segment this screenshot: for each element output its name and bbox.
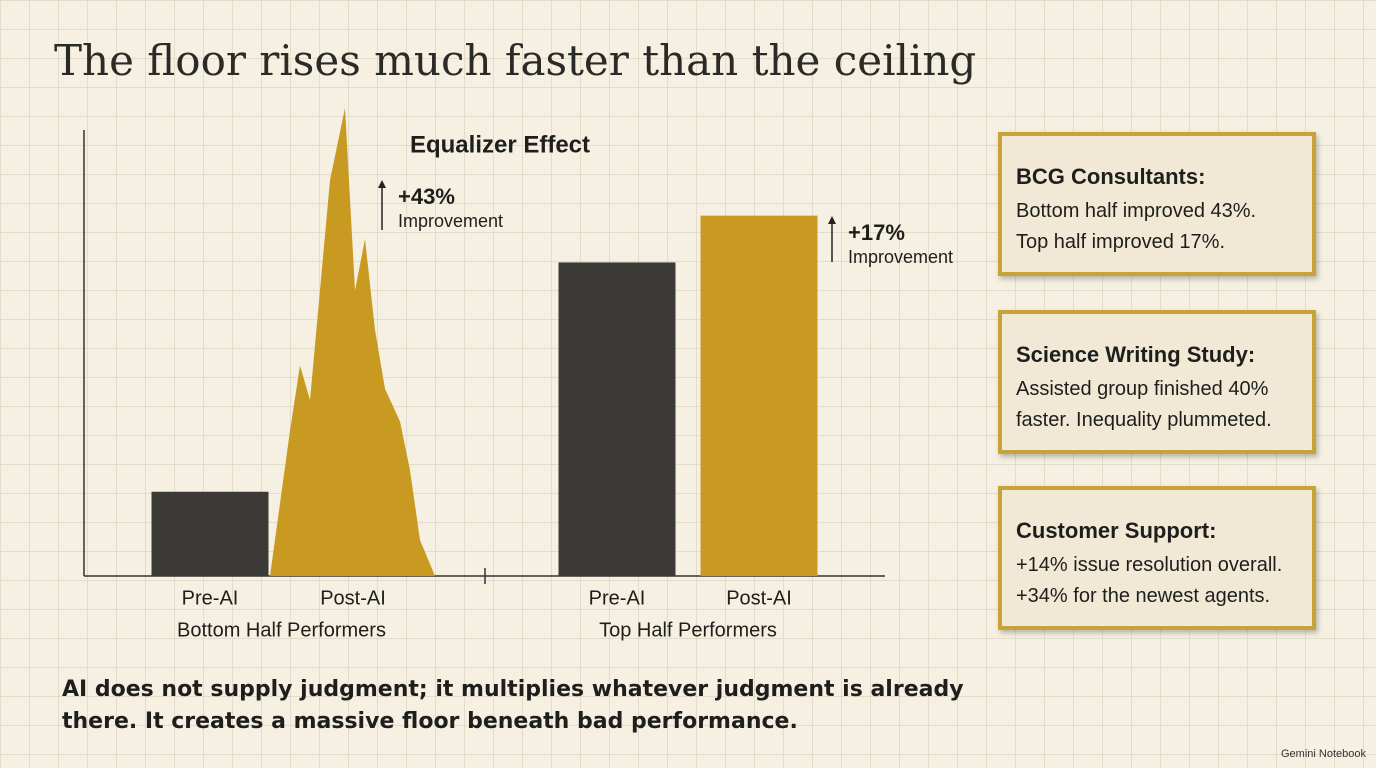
annotation-label: Improvement	[848, 247, 953, 267]
x-tick-label: Post-AI	[320, 587, 386, 609]
annotation-value: +17%	[848, 220, 905, 245]
card-text: +34% for the newest agents.	[1016, 585, 1271, 607]
annotation-label: Improvement	[398, 211, 503, 231]
card-text: Top half improved 17%.	[1016, 231, 1226, 253]
group-label: Top Half Performers	[599, 619, 777, 641]
takeaway-line: there. It creates a massive floor beneat…	[62, 709, 798, 734]
annotation-arrowhead	[828, 216, 836, 224]
group-label: Bottom Half Performers	[177, 619, 386, 641]
annotation-value: +43%	[398, 184, 455, 209]
x-tick-label: Post-AI	[726, 587, 792, 609]
bar	[270, 108, 435, 576]
card-text: Assisted group finished 40%	[1016, 378, 1269, 400]
info-card: Science Writing Study: Assisted group fin…	[998, 310, 1316, 454]
bar	[700, 215, 818, 576]
x-tick-label: Pre-AI	[182, 587, 239, 609]
bar	[558, 262, 676, 576]
card-title: Customer Support:	[1016, 518, 1217, 543]
brand: Gemini Notebook	[1281, 748, 1366, 760]
card-text: +14% issue resolution overall.	[1016, 554, 1283, 576]
chart-title: Equalizer Effect	[410, 131, 590, 158]
card-text: faster. Inequality plummeted.	[1016, 409, 1272, 431]
annotation-arrowhead	[378, 180, 386, 188]
info-card: BCG Consultants: Bottom half improved 43%…	[998, 132, 1316, 276]
takeaway-line: AI does not supply judgment; it multipli…	[62, 677, 964, 702]
card-title: BCG Consultants:	[1016, 164, 1206, 189]
card-title: Science Writing Study:	[1016, 342, 1256, 367]
card-text: Bottom half improved 43%.	[1016, 200, 1257, 222]
x-tick-label: Pre-AI	[589, 587, 646, 609]
takeaway: AI does not supply judgment; it multipli…	[62, 674, 964, 738]
info-card: Customer Support: +14% issue resolution o…	[998, 486, 1316, 630]
slide-title: The floor rises much faster than the cei…	[54, 36, 977, 85]
bar	[151, 491, 269, 576]
